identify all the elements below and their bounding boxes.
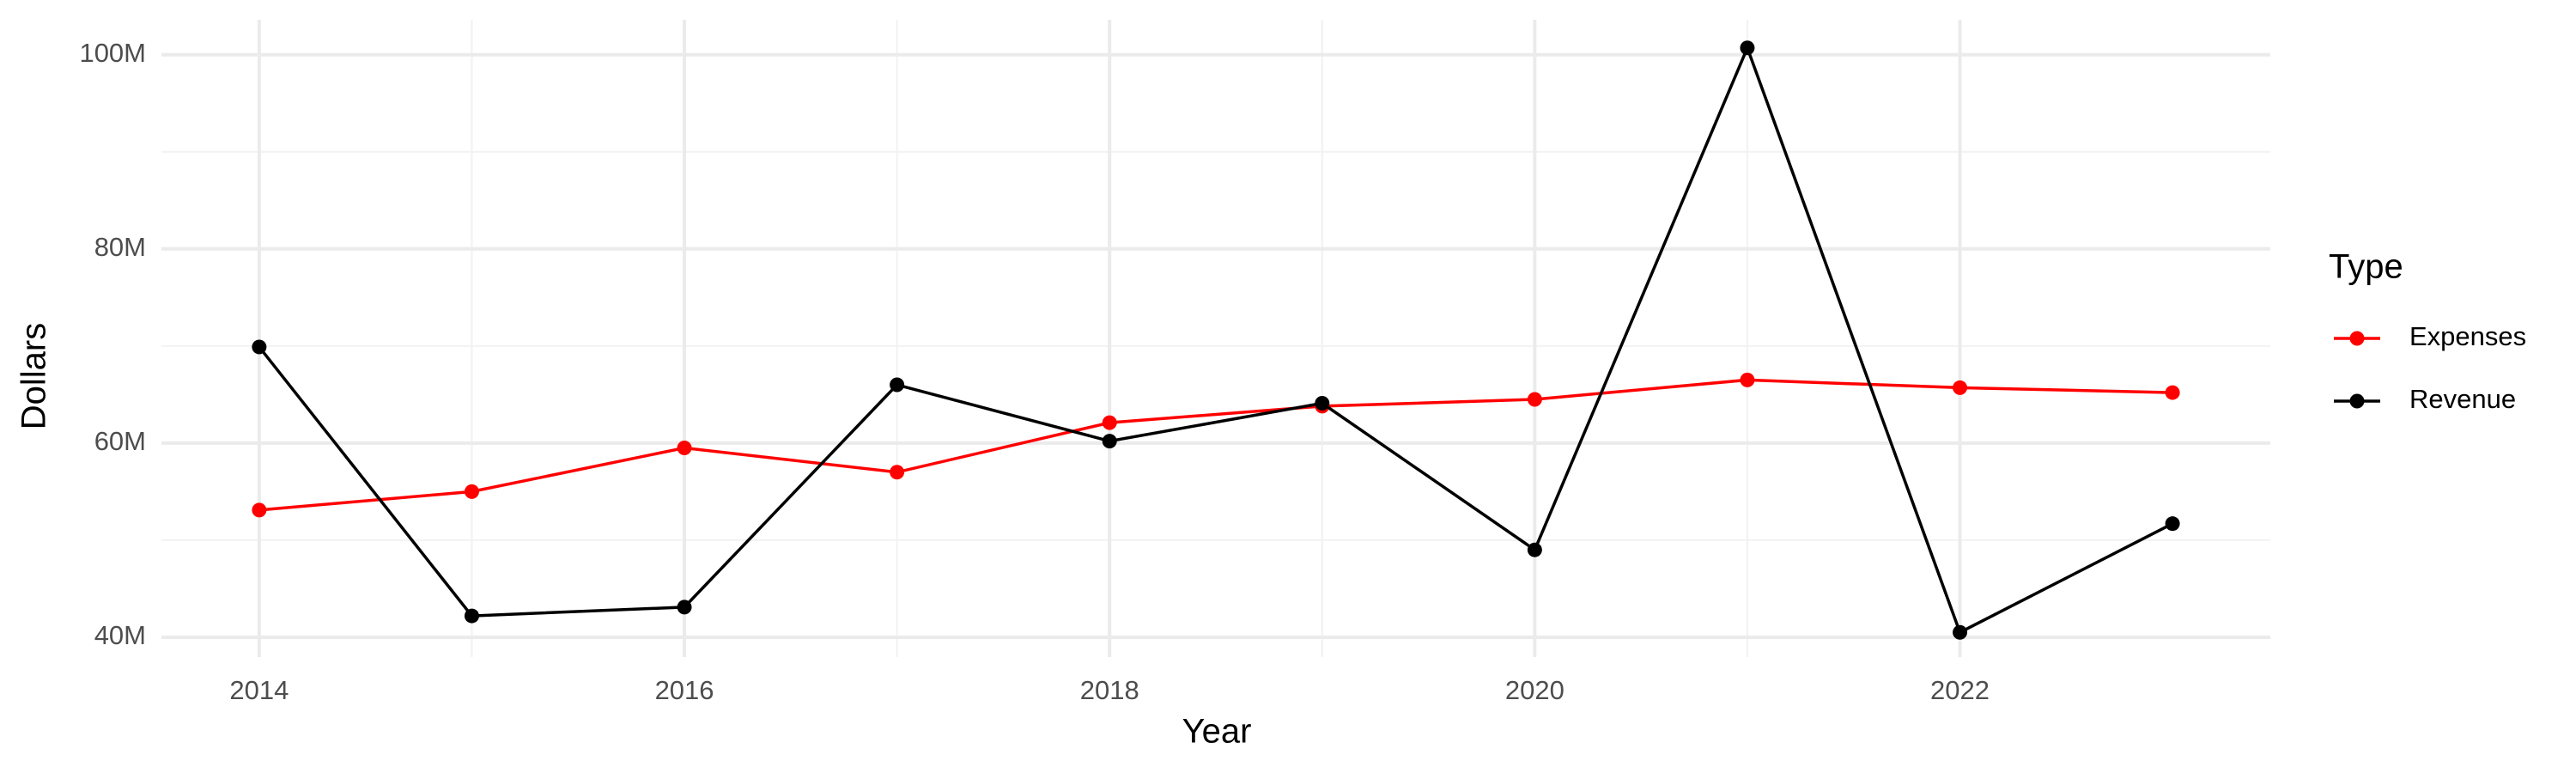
data-point bbox=[1527, 542, 1542, 557]
x-tick-label: 2016 bbox=[655, 675, 714, 705]
data-point bbox=[464, 484, 479, 499]
series-line bbox=[258, 44, 2173, 635]
data-point bbox=[1953, 624, 1968, 640]
data-point bbox=[2165, 385, 2180, 400]
data-point bbox=[677, 600, 692, 615]
y-tick-label: 40M bbox=[94, 620, 146, 650]
x-axis-title: Year bbox=[1182, 713, 1252, 751]
legend-title: Type bbox=[2329, 248, 2403, 286]
data-point bbox=[1740, 40, 1755, 56]
data-point bbox=[1740, 372, 1755, 387]
data-point bbox=[1527, 392, 1542, 407]
data-point bbox=[2165, 516, 2180, 532]
data-point bbox=[890, 465, 905, 480]
series-line bbox=[258, 378, 2173, 512]
y-tick-label: 80M bbox=[94, 232, 146, 262]
y-axis-title: Dollars bbox=[15, 323, 53, 429]
x-tick-label: 2020 bbox=[1505, 675, 1564, 705]
y-tick-label: 60M bbox=[94, 426, 146, 456]
x-tick-label: 2022 bbox=[1930, 675, 1990, 705]
legend-label: Expenses bbox=[2409, 321, 2526, 351]
legend-label: Revenue bbox=[2409, 384, 2516, 414]
data-point bbox=[1315, 396, 1330, 411]
data-point bbox=[252, 339, 267, 355]
data-point bbox=[677, 441, 692, 456]
data-point bbox=[464, 608, 479, 624]
data-point bbox=[252, 502, 267, 518]
y-tick-label: 100M bbox=[79, 38, 146, 68]
legend-swatch-point bbox=[2349, 331, 2365, 346]
x-tick-label: 2014 bbox=[229, 675, 289, 705]
data-point bbox=[1102, 434, 1117, 449]
x-tick-label: 2018 bbox=[1080, 675, 1139, 705]
data-point bbox=[890, 377, 905, 393]
data-point bbox=[1953, 380, 1968, 395]
legend-swatch-point bbox=[2349, 393, 2365, 409]
data-point bbox=[1102, 415, 1117, 430]
